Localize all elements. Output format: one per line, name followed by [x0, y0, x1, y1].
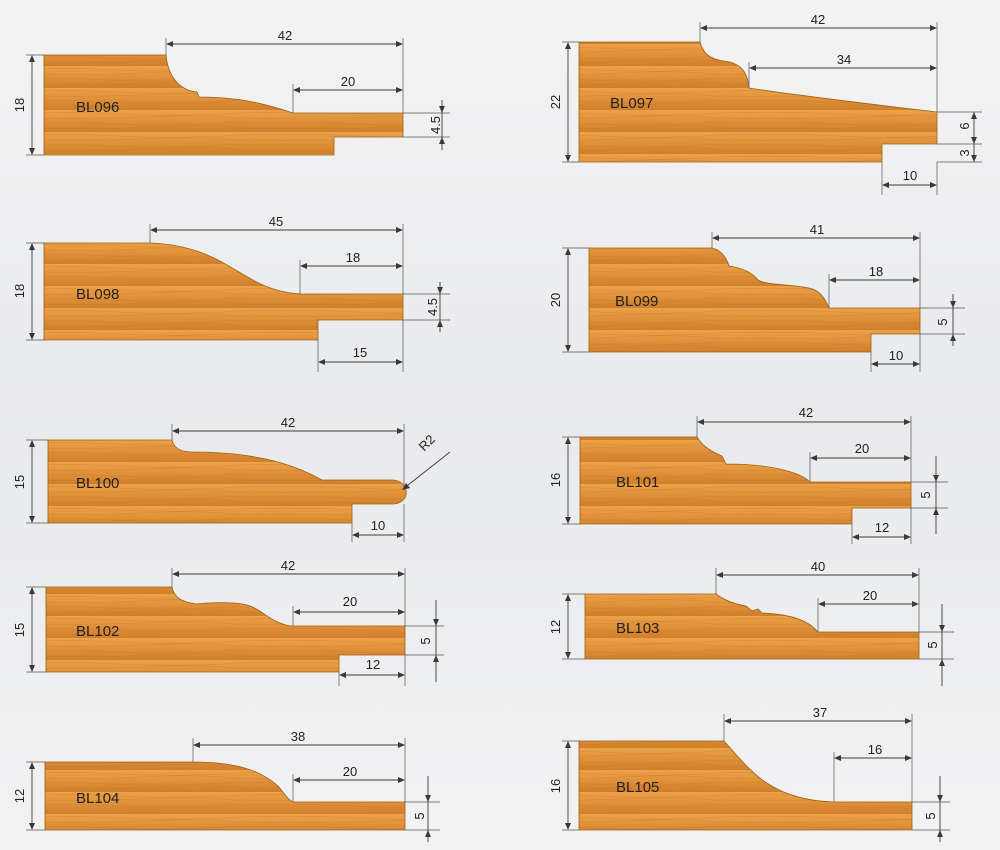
profile-code: BL099	[615, 293, 658, 310]
dim-label-tongue: 20	[343, 594, 357, 609]
dim-label-rebate: 10	[903, 168, 917, 183]
dim-label-total: 42	[799, 405, 813, 420]
profile-bl103: BL103 12 40 20 5	[548, 559, 954, 686]
dim-label-total: 42	[278, 28, 292, 43]
dim-label-tongue: 16	[868, 742, 882, 757]
profile-bl105: BL105 16 37 16 5	[548, 705, 950, 842]
dim-label-rebate: 15	[353, 345, 367, 360]
dim-label-height: 15	[12, 475, 27, 489]
profile-bl099: BL099 20 41 18 5 10	[548, 222, 965, 372]
dim-label-total: 42	[281, 415, 295, 430]
dim-label-tongue: 18	[346, 250, 360, 265]
dim-label-tongue: 20	[855, 441, 869, 456]
dim-label-tongue-thickness: 5	[925, 641, 940, 648]
profile-bl098: BL098 18 45 18 4.5 15	[12, 214, 450, 372]
wood-shape	[588, 247, 921, 353]
dim-label-tongue-thickness: 4.5	[428, 116, 443, 134]
dim-label-rebate: 10	[371, 518, 385, 533]
profile-code: BL102	[76, 623, 119, 640]
profile-code: BL098	[76, 286, 119, 303]
dim-label-rebate: 12	[366, 657, 380, 672]
profile-bl097: BL097 22 42 34 6 3 10	[548, 12, 982, 195]
dim-label-total: 40	[811, 559, 825, 574]
dim-label-tongue: 20	[341, 74, 355, 89]
profile-code: BL101	[616, 474, 659, 491]
profile-bl100: BL100 15 42 R2 10	[12, 415, 451, 542]
dim-label-edge: 6	[957, 122, 972, 129]
dim-label-radius: R2	[416, 432, 438, 454]
dim-label-height: 16	[548, 779, 563, 793]
dim-label-tongue-thickness: 5	[412, 812, 427, 819]
dim-label-tongue-thickness: 5	[418, 637, 433, 644]
profile-code: BL104	[76, 790, 119, 807]
dim-label-rebate: 12	[875, 520, 889, 535]
profile-code: BL096	[76, 99, 119, 116]
dim-label-tongue: 18	[869, 264, 883, 279]
profile-code: BL100	[76, 475, 119, 492]
dim-label-height: 12	[12, 789, 27, 803]
dim-label-tongue-thickness: 5	[918, 491, 933, 498]
wood-shape	[47, 439, 407, 524]
dim-label-total: 41	[810, 222, 824, 237]
dim-label-height: 18	[12, 284, 27, 298]
wood-shape	[43, 242, 404, 341]
profile-code: BL103	[616, 620, 659, 637]
dim-label-tongue-thickness: 5	[923, 812, 938, 819]
profile-code: BL097	[610, 95, 653, 112]
dim-label-total: 45	[269, 214, 283, 229]
dim-label-rebate-depth: 3	[957, 149, 972, 156]
dim-label-height: 18	[12, 98, 27, 112]
dim-label-tongue: 20	[863, 588, 877, 603]
dim-label-total: 42	[281, 558, 295, 573]
dim-label-total: 37	[813, 705, 827, 720]
wood-shape	[45, 586, 406, 673]
dim-label-height: 22	[548, 95, 563, 109]
dim-label-tongue-thickness: 4.5	[425, 298, 440, 316]
dim-label-tongue-thickness: 5	[935, 318, 950, 325]
profile-bl102: BL102 15 42 20 5 12	[12, 558, 444, 686]
dim-label-total: 38	[291, 729, 305, 744]
dim-label-total: 42	[811, 12, 825, 27]
profile-bl104: BL104 12 38 20 5	[12, 729, 440, 842]
wood-shape	[578, 740, 913, 831]
profile-code: BL105	[616, 779, 659, 796]
profile-bl101: BL101 16 42 20 5 12	[548, 405, 948, 544]
dim-label-height: 16	[548, 473, 563, 487]
dim-label-height: 20	[548, 293, 563, 307]
dim-label-rebate: 10	[889, 348, 903, 363]
profile-bl096: BL096 18 42 20 4.5	[12, 28, 450, 156]
dim-label-tongue: 20	[343, 764, 357, 779]
dim-label-height: 12	[548, 620, 563, 634]
radius-leader	[402, 451, 451, 490]
dim-label-height: 15	[12, 623, 27, 637]
dim-label-slope: 34	[837, 52, 851, 67]
